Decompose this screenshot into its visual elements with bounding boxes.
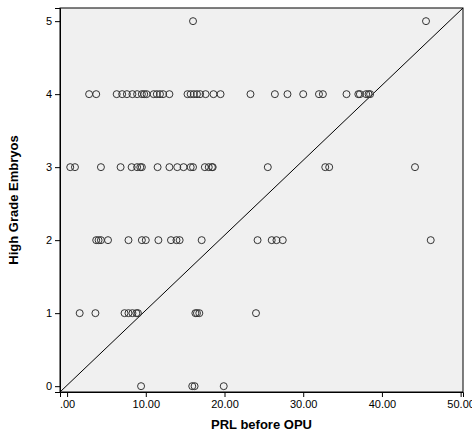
- y-tick-mark: [55, 386, 60, 387]
- y-tick-label: 1: [46, 307, 52, 319]
- point: [279, 237, 286, 244]
- plot-background: [60, 8, 463, 392]
- point: [155, 237, 162, 244]
- point: [427, 237, 434, 244]
- point: [355, 91, 362, 98]
- point: [76, 310, 83, 317]
- point: [202, 91, 209, 98]
- point: [180, 164, 187, 171]
- point: [138, 383, 145, 390]
- point: [271, 91, 278, 98]
- y-tick: 1: [46, 307, 60, 319]
- point: [220, 383, 227, 390]
- y-axis-title: High Grade Embryos: [6, 135, 21, 264]
- point: [191, 383, 198, 390]
- point: [71, 164, 78, 171]
- point: [97, 164, 104, 171]
- point: [209, 164, 216, 171]
- y-tick: 2: [46, 234, 60, 246]
- point: [166, 91, 173, 98]
- point: [300, 91, 307, 98]
- marks: [60, 8, 463, 392]
- y-tick: 3: [46, 161, 60, 173]
- point: [133, 310, 140, 317]
- reference-line: [60, 8, 463, 392]
- y-tick-mark: [55, 313, 60, 314]
- y-tick: 0: [46, 380, 60, 392]
- point: [143, 91, 150, 98]
- x-tick-mark: [303, 392, 304, 397]
- y-tick-mark: [55, 240, 60, 241]
- x-tick-label: 50.00: [447, 398, 472, 410]
- x-tick-mark: [225, 392, 226, 397]
- y-tick-mark: [55, 21, 60, 22]
- x-tick-mark: [146, 392, 147, 397]
- y-tick: 4: [46, 88, 60, 100]
- point: [105, 237, 112, 244]
- point: [176, 237, 183, 244]
- x-tick-label: 30.00: [290, 398, 318, 410]
- point: [97, 237, 104, 244]
- point: [93, 91, 100, 98]
- y-tick-label: 2: [46, 234, 52, 246]
- point: [138, 164, 145, 171]
- x-tick-mark: [461, 392, 462, 397]
- point: [217, 91, 224, 98]
- chart: .00 10.00 20.00 30.00 40.00 50.00 0 1 2 3 4 5 PRL be…: [0, 0, 472, 437]
- point: [92, 310, 99, 317]
- y-tick-label: 0: [46, 380, 52, 392]
- x-tick: 50.00: [447, 392, 472, 410]
- point: [210, 91, 217, 98]
- point: [423, 18, 430, 25]
- point: [264, 164, 271, 171]
- x-tick: 20.00: [211, 392, 239, 410]
- y-tick-label: 5: [46, 15, 52, 27]
- point: [154, 164, 161, 171]
- y-tick-mark: [55, 94, 60, 95]
- y-tick-label: 4: [46, 88, 52, 100]
- point: [367, 91, 374, 98]
- point: [247, 91, 254, 98]
- x-tick-label: 10.00: [133, 398, 161, 410]
- x-axis-title: PRL before OPU: [211, 417, 312, 432]
- point: [326, 164, 333, 171]
- x-axis-line: [61, 393, 464, 398]
- point: [190, 18, 197, 25]
- x-axis: .00 10.00 20.00 30.00 40.00 50.00: [60, 392, 472, 410]
- y-tick-label: 3: [46, 161, 52, 173]
- y-tick: 5: [46, 15, 60, 27]
- point: [254, 237, 261, 244]
- point: [142, 237, 149, 244]
- x-tick-label: .00: [60, 398, 75, 410]
- point: [284, 91, 291, 98]
- point: [411, 164, 418, 171]
- point: [86, 91, 93, 98]
- x-tick-label: 20.00: [211, 398, 239, 410]
- x-tick-label: 40.00: [369, 398, 397, 410]
- x-tick: 40.00: [369, 392, 397, 410]
- point: [125, 237, 132, 244]
- point: [190, 164, 197, 171]
- point: [365, 91, 372, 98]
- plot: .00 10.00 20.00 30.00 40.00 50.00 0 1 2 3 4 5: [46, 8, 472, 410]
- y-axis: 0 1 2 3 4 5: [46, 9, 61, 393]
- x-tick-mark: [67, 392, 68, 397]
- x-tick: .00: [60, 392, 75, 410]
- point: [198, 237, 205, 244]
- plot-frame: [60, 8, 463, 392]
- point: [252, 310, 259, 317]
- x-tick: 10.00: [133, 392, 161, 410]
- point: [319, 91, 326, 98]
- point: [134, 310, 141, 317]
- point: [343, 91, 350, 98]
- x-tick: 30.00: [290, 392, 318, 410]
- point: [117, 164, 124, 171]
- point: [196, 310, 203, 317]
- y-tick-mark: [55, 167, 60, 168]
- x-tick-mark: [382, 392, 383, 397]
- point: [166, 164, 173, 171]
- point: [208, 164, 215, 171]
- point: [137, 164, 144, 171]
